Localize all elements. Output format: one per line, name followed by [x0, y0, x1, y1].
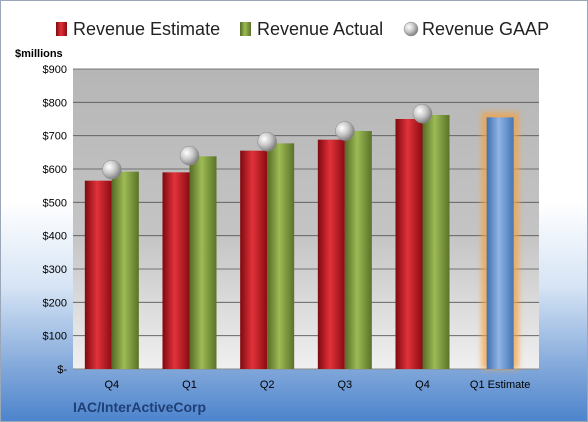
revenue-estimate-bar [317, 139, 345, 369]
legend: Revenue Estimate Revenue Actual Revenue GA… [56, 19, 549, 39]
x-tick-label: Q1 [182, 379, 197, 391]
forecast-bar [486, 117, 514, 369]
revenue-actual-bar [111, 171, 139, 369]
grid-lines [73, 68, 539, 370]
legend-gaap-swatch [403, 21, 419, 37]
y-tick-label: $- [57, 364, 67, 376]
revenue-gaap-marker [412, 103, 433, 124]
y-tick-label: $600 [43, 164, 67, 176]
legend-actual-swatch [240, 22, 251, 36]
x-tick-label: Q1 Estimate [470, 379, 531, 391]
legend-label: Revenue GAAP [422, 19, 549, 39]
legend-label: Revenue Estimate [73, 19, 220, 39]
revenue-estimate-bar [162, 172, 190, 369]
revenue-gaap-marker [257, 131, 277, 152]
x-tick-label: Q4 [104, 379, 119, 391]
y-axis-label: $millions [15, 48, 63, 60]
y-tick-label: $100 [43, 331, 67, 343]
revenue-actual-bar [267, 143, 295, 369]
revenue-estimate-bar [240, 150, 268, 369]
x-tick-label: Q4 [415, 379, 430, 391]
legend-label: Revenue Actual [257, 19, 383, 39]
revenue-estimate-bar [84, 180, 112, 369]
gaap-markers [102, 103, 433, 180]
revenue-actual-bar [344, 131, 372, 369]
x-tick-label: Q2 [260, 379, 275, 391]
y-tick-label: $900 [43, 64, 67, 76]
y-tick-label: $300 [43, 264, 67, 276]
revenue-estimate-bar [395, 119, 423, 369]
y-tick-label: $700 [43, 131, 67, 143]
bar-group [84, 112, 519, 369]
x-tick-label: Q3 [337, 379, 352, 391]
y-tick-label: $800 [43, 97, 67, 109]
plot-background [73, 69, 539, 369]
y-tick-label: $500 [43, 197, 67, 209]
y-tick-label: $200 [43, 297, 67, 309]
company-name: IAC/InterActiveCorp [73, 399, 207, 415]
revenue-gaap-marker [102, 159, 122, 180]
y-axis-ticks: $- $100 $200 $300 $400 $500 $600 $700 $800 $900 [43, 64, 68, 376]
revenue-actual-bar [422, 115, 450, 369]
revenue-gaap-marker [335, 121, 355, 141]
y-tick-label: $400 [43, 231, 67, 243]
x-axis-ticks: Q4 Q1 Q2 Q3 Q4 Q1 Estimate [104, 379, 530, 391]
revenue-actual-bar [189, 156, 217, 369]
legend-estimate-swatch [56, 22, 67, 36]
revenue-gaap-marker [179, 145, 200, 166]
